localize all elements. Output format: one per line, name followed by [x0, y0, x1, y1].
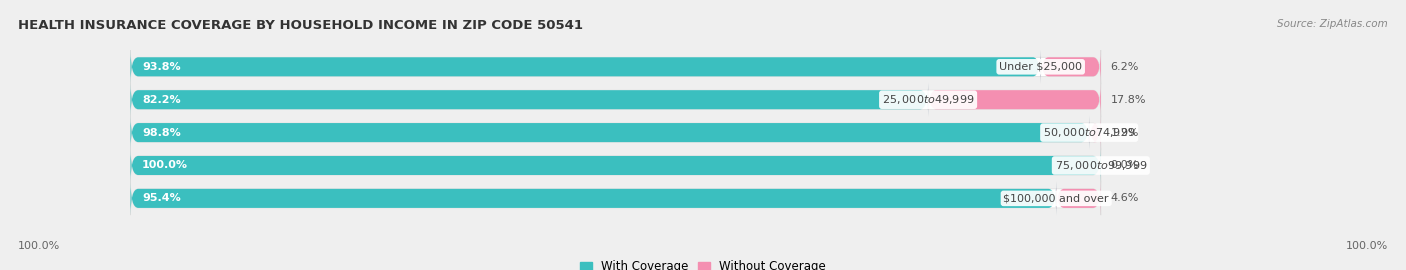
FancyBboxPatch shape [131, 182, 1056, 215]
Text: 100.0%: 100.0% [1346, 241, 1388, 251]
Text: HEALTH INSURANCE COVERAGE BY HOUSEHOLD INCOME IN ZIP CODE 50541: HEALTH INSURANCE COVERAGE BY HOUSEHOLD I… [18, 19, 583, 32]
FancyBboxPatch shape [131, 83, 928, 116]
Text: 17.8%: 17.8% [1111, 95, 1146, 105]
Text: 95.4%: 95.4% [142, 193, 181, 203]
FancyBboxPatch shape [131, 182, 1101, 215]
FancyBboxPatch shape [1040, 50, 1101, 84]
Text: 0.0%: 0.0% [1111, 160, 1139, 170]
Text: $50,000 to $74,999: $50,000 to $74,999 [1043, 126, 1136, 139]
FancyBboxPatch shape [1090, 116, 1101, 149]
Text: 100.0%: 100.0% [142, 160, 188, 170]
Legend: With Coverage, Without Coverage: With Coverage, Without Coverage [579, 260, 827, 270]
FancyBboxPatch shape [131, 149, 1101, 182]
FancyBboxPatch shape [928, 83, 1101, 116]
Text: $100,000 and over: $100,000 and over [1004, 193, 1109, 203]
FancyBboxPatch shape [131, 149, 1101, 182]
Text: 6.2%: 6.2% [1111, 62, 1139, 72]
Text: Under $25,000: Under $25,000 [1000, 62, 1083, 72]
FancyBboxPatch shape [131, 50, 1101, 84]
FancyBboxPatch shape [131, 116, 1090, 149]
FancyBboxPatch shape [131, 50, 1040, 84]
Text: 4.6%: 4.6% [1111, 193, 1139, 203]
Text: Source: ZipAtlas.com: Source: ZipAtlas.com [1277, 19, 1388, 29]
Text: 100.0%: 100.0% [18, 241, 60, 251]
Text: 1.2%: 1.2% [1111, 128, 1139, 138]
Text: 93.8%: 93.8% [142, 62, 181, 72]
Text: 98.8%: 98.8% [142, 128, 181, 138]
FancyBboxPatch shape [1056, 182, 1101, 215]
FancyBboxPatch shape [131, 83, 1101, 116]
Text: $25,000 to $49,999: $25,000 to $49,999 [882, 93, 974, 106]
Text: $75,000 to $99,999: $75,000 to $99,999 [1054, 159, 1147, 172]
FancyBboxPatch shape [131, 116, 1101, 149]
Text: 82.2%: 82.2% [142, 95, 181, 105]
